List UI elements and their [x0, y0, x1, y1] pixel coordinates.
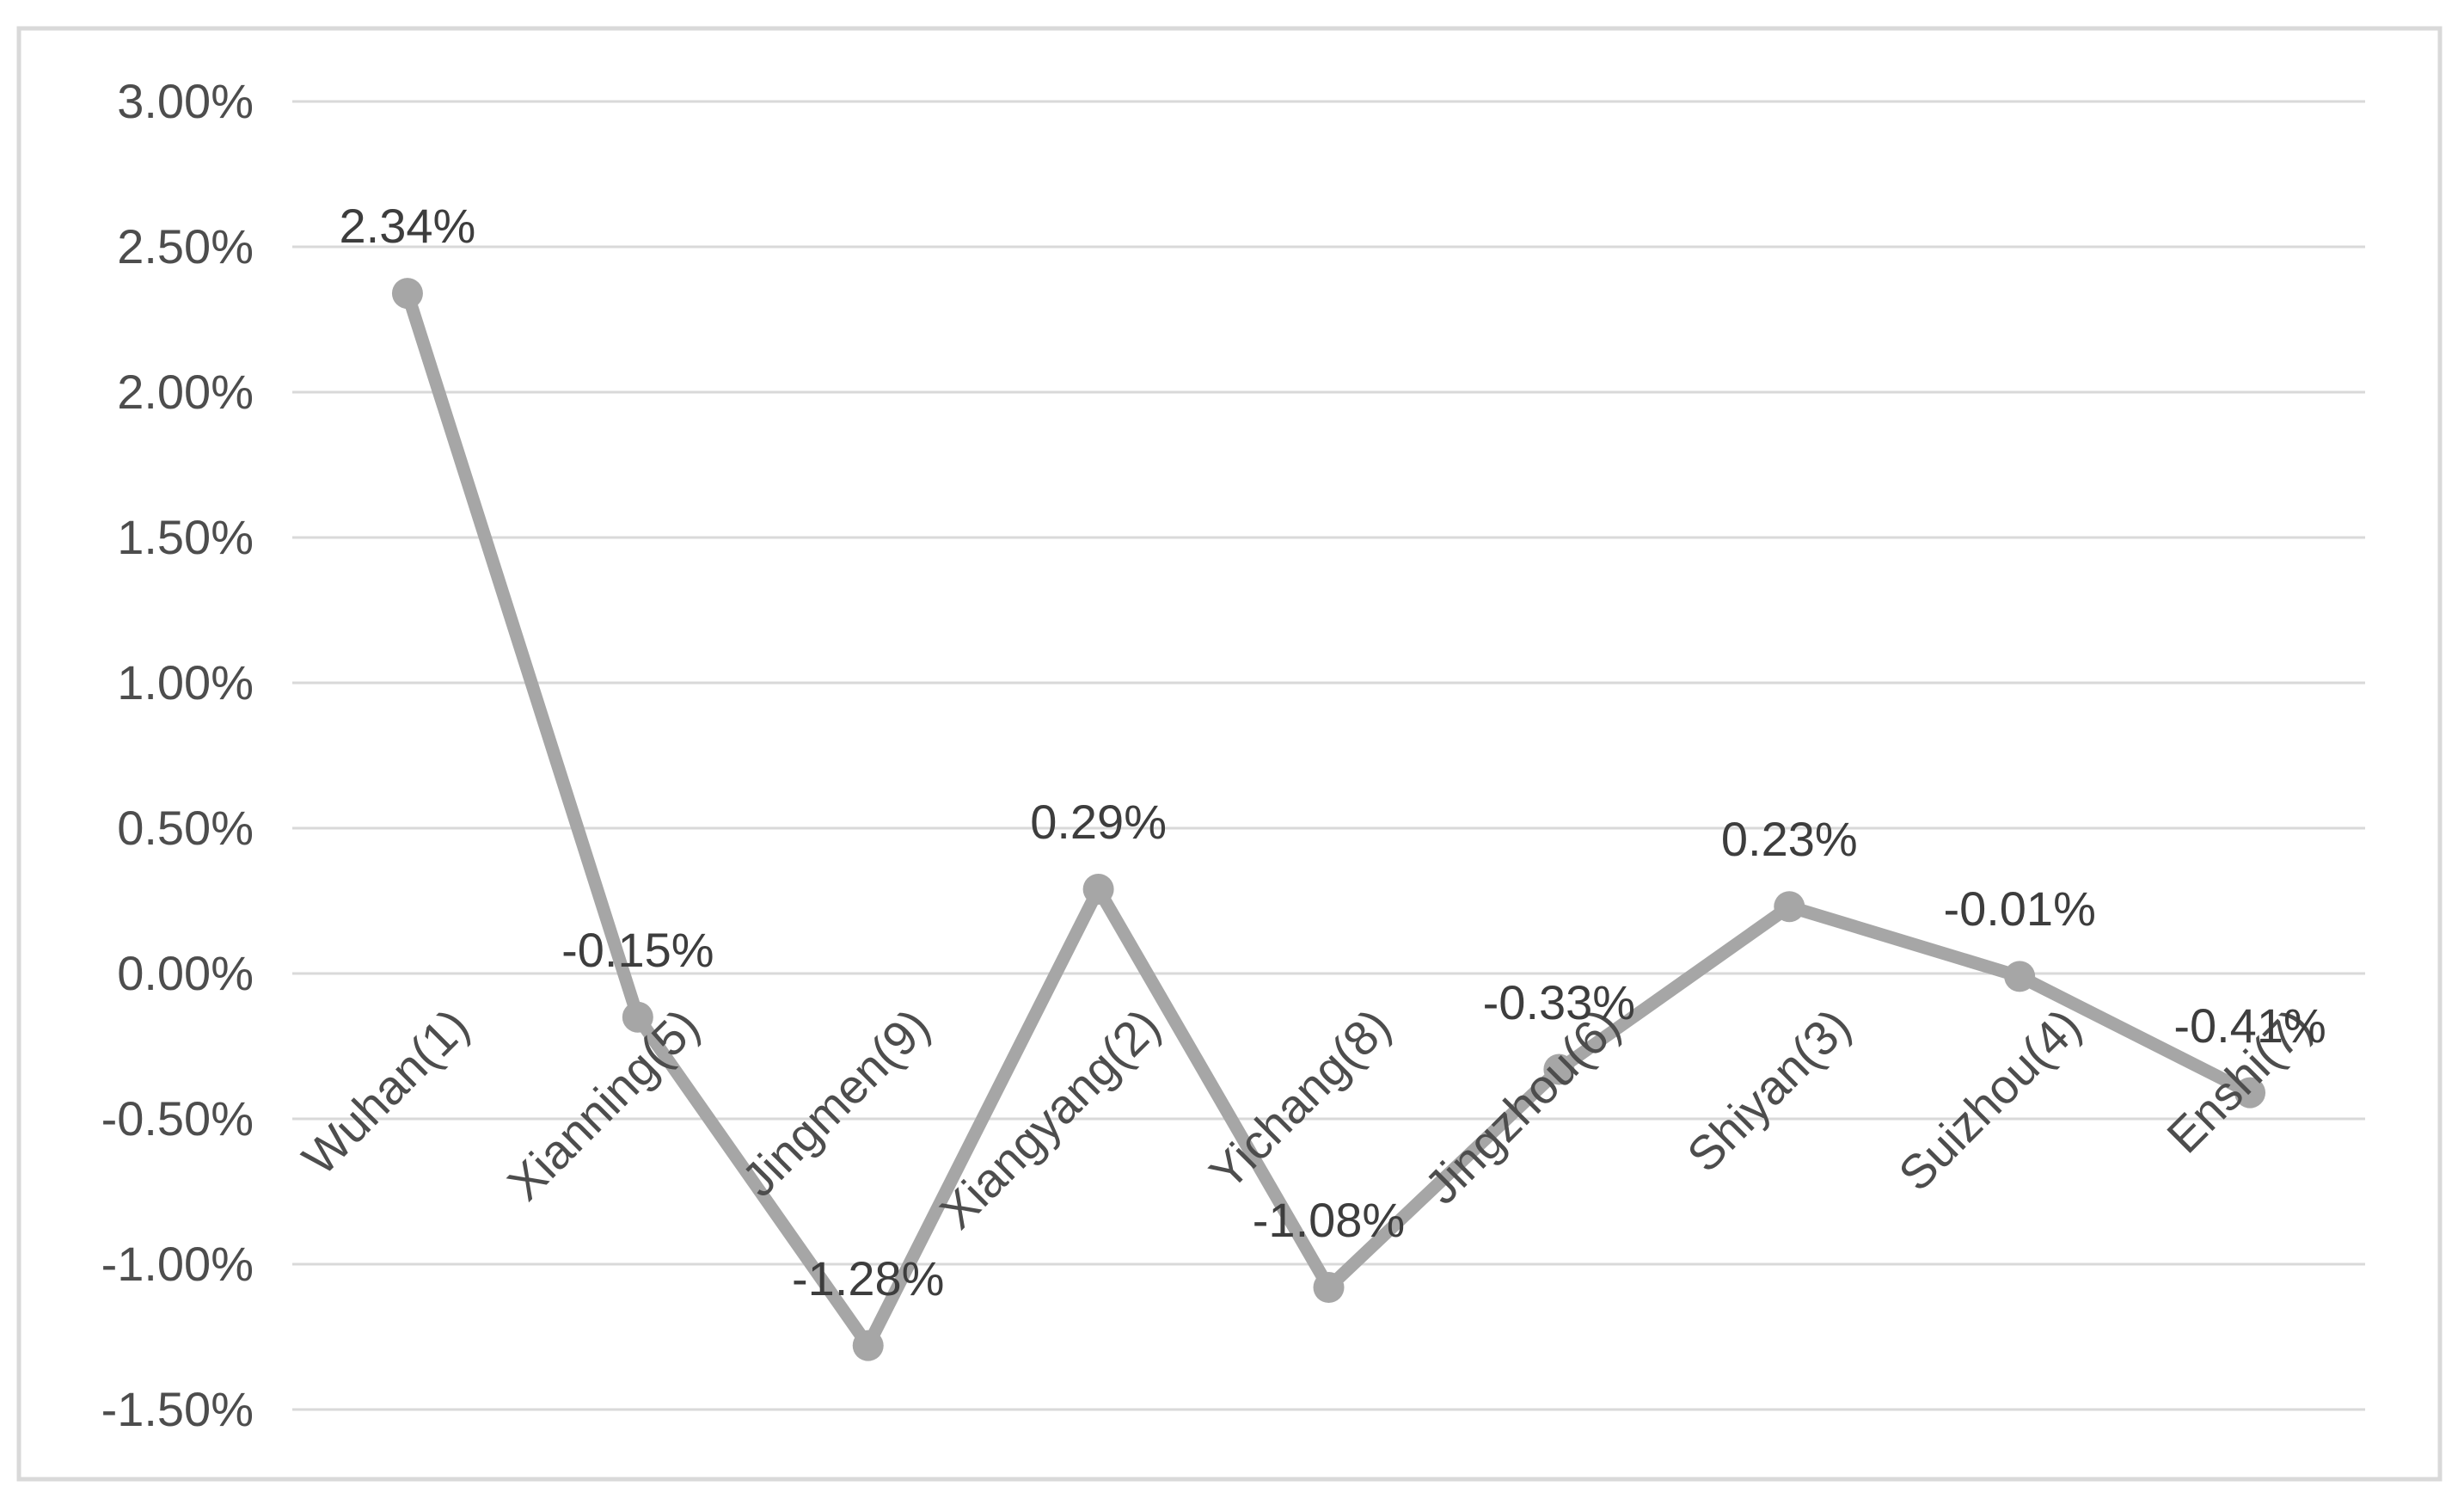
y-tick-label: 2.00%	[117, 365, 254, 419]
data-label: -0.41%	[2173, 998, 2326, 1053]
y-tick-label: 1.00%	[117, 655, 254, 709]
data-label: 2.34%	[339, 199, 476, 254]
data-point-marker	[2004, 961, 2036, 992]
y-tick-label: 3.00%	[117, 74, 254, 128]
y-tick-label: 0.50%	[117, 801, 254, 855]
data-point-marker	[2234, 1077, 2266, 1109]
data-point-marker	[622, 1001, 653, 1033]
data-label: -0.01%	[1943, 881, 2096, 937]
data-label: -0.33%	[1482, 974, 1636, 1029]
chart-frame-border	[16, 26, 2443, 1482]
data-label: -0.15%	[561, 922, 714, 977]
data-point-marker	[391, 278, 423, 310]
data-label: -1.28%	[792, 1250, 945, 1305]
data-point-marker	[1082, 873, 1114, 905]
y-tick-label: 2.50%	[117, 219, 254, 273]
data-label: -1.08%	[1252, 1193, 1406, 1248]
y-tick-label: -0.50%	[101, 1091, 254, 1146]
data-label: 0.23%	[1720, 812, 1858, 867]
y-tick-label: -1.00%	[101, 1237, 254, 1291]
data-point-marker	[1774, 891, 1805, 923]
y-tick-label: 0.00%	[117, 946, 254, 1000]
y-tick-label: -1.50%	[101, 1382, 254, 1436]
data-point-marker	[1313, 1272, 1345, 1304]
series-line	[401, 286, 2257, 1353]
data-point-marker	[1543, 1053, 1575, 1085]
data-label: 0.29%	[1030, 794, 1167, 849]
y-tick-label: 1.50%	[117, 510, 254, 564]
data-point-marker	[852, 1330, 884, 1361]
